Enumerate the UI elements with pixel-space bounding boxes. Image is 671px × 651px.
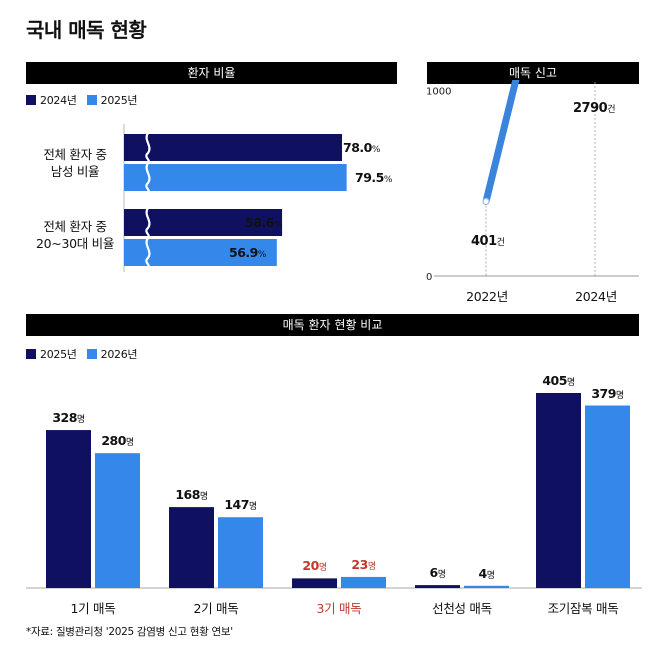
ytick-0: 0 (426, 272, 432, 283)
ratio-value-age-2024: 58.6% (245, 215, 282, 230)
legend-swatch-2025 (86, 95, 97, 105)
comparison-value-1-2025년: 168명 (175, 487, 208, 503)
reports-xlabel-2024: 2024년 (575, 289, 617, 304)
comparison-bar-4-2026년 (585, 405, 630, 588)
comparison-value-4-2026년: 379명 (591, 385, 624, 401)
legend-label-2024: 2024년 (40, 94, 77, 107)
legend-swatch-2025b (26, 349, 36, 359)
ratio-category-male: 전체 환자 중 남성 비율 (26, 146, 124, 180)
comparison-value-0-2026년: 280명 (101, 433, 134, 449)
comparison-bar-1-2025년 (169, 507, 214, 588)
patient-ratio-header: 환자 비율 (26, 62, 397, 84)
patient-ratio-chart (123, 124, 347, 272)
legend-label-2025: 2025년 (100, 94, 138, 107)
comparison-bar-4-2025년 (536, 392, 581, 588)
ratio-category-age-line2: 20~30대 비율 (35, 236, 115, 251)
ratio-category-age-line1: 전체 환자 중 (43, 219, 107, 234)
comparison-bar-1-2026년 (218, 517, 263, 588)
ratio-category-male-line2: 남성 비율 (50, 164, 100, 179)
ratio-value-age-2025: 56.9% (229, 245, 266, 260)
legend-swatch-2024 (26, 95, 36, 105)
comparison-value-3-2026년: 4명 (478, 565, 495, 581)
legend-swatch-2026 (86, 349, 97, 359)
comparison-bar-0-2026년 (95, 453, 140, 588)
comparison-bar-2-2025년 (292, 578, 337, 588)
comparison-value-2-2025년: 20명 (302, 558, 327, 574)
comparison-bar-2-2026년 (341, 576, 386, 588)
page-title: 국내 매독 현황 (26, 18, 147, 42)
comparison-category-0: 1기 매독 (70, 601, 116, 616)
axis-break-mark (145, 162, 151, 193)
ratio-bar-0-2025년 (124, 164, 347, 191)
comparison-value-3-2025년: 6명 (429, 565, 446, 581)
patient-ratio-legend: 2024년 2025년 (26, 92, 138, 108)
comparison-category-3: 선천성 매독 (432, 601, 492, 616)
comparison-legend: 2025년 2026년 (26, 346, 138, 362)
comparison-value-4-2025년: 405명 (542, 372, 575, 388)
reports-trend-line (482, 80, 520, 206)
reports-point-2022 (482, 197, 490, 206)
ytick-1000: 1000 (426, 86, 451, 97)
ratio-category-male-line1: 전체 환자 중 (43, 147, 107, 162)
legend-label-2025b: 2025년 (40, 348, 77, 361)
reports-xlabel-2022: 2022년 (466, 289, 508, 304)
comparison-bar-3-2026년 (464, 585, 509, 588)
ratio-bar-0-2024년 (124, 134, 343, 161)
footnote: *자료: 질병관리청 '2025 감염병 신고 현황 연보' (26, 626, 233, 638)
comparison-category-1: 2기 매독 (193, 601, 239, 616)
reports-header: 매독 신고 (427, 62, 639, 84)
comparison-category-4: 조기잠복 매독 (547, 601, 619, 616)
axis-break-mark (145, 207, 151, 238)
reports-label-2022: 401건 (471, 234, 505, 249)
comparison-category-2: 3기 매독 (316, 601, 362, 616)
comparison-value-1-2026년: 147명 (224, 497, 257, 513)
legend-label-2026: 2026년 (100, 348, 138, 361)
reports-chart: 3000 2000 1000 0 (426, 80, 639, 283)
ratio-bar-1-2024년 (124, 209, 283, 236)
axis-break-mark (145, 237, 151, 268)
ratio-value-male-2024: 78.0% (343, 140, 380, 155)
axis-break-mark (145, 132, 151, 163)
ratio-category-age: 전체 환자 중 20~30대 비율 (26, 218, 124, 252)
ratio-value-male-2025: 79.5% (355, 170, 392, 185)
reports-label-2024: 2790건 (573, 101, 615, 116)
comparison-value-2-2026년: 23명 (351, 556, 376, 572)
comparison-header: 매독 환자 현황 비교 (26, 314, 639, 336)
comparison-bar-0-2025년 (46, 430, 91, 588)
comparison-value-0-2025년: 328명 (52, 410, 85, 426)
comparison-bar-3-2025년 (415, 585, 460, 588)
